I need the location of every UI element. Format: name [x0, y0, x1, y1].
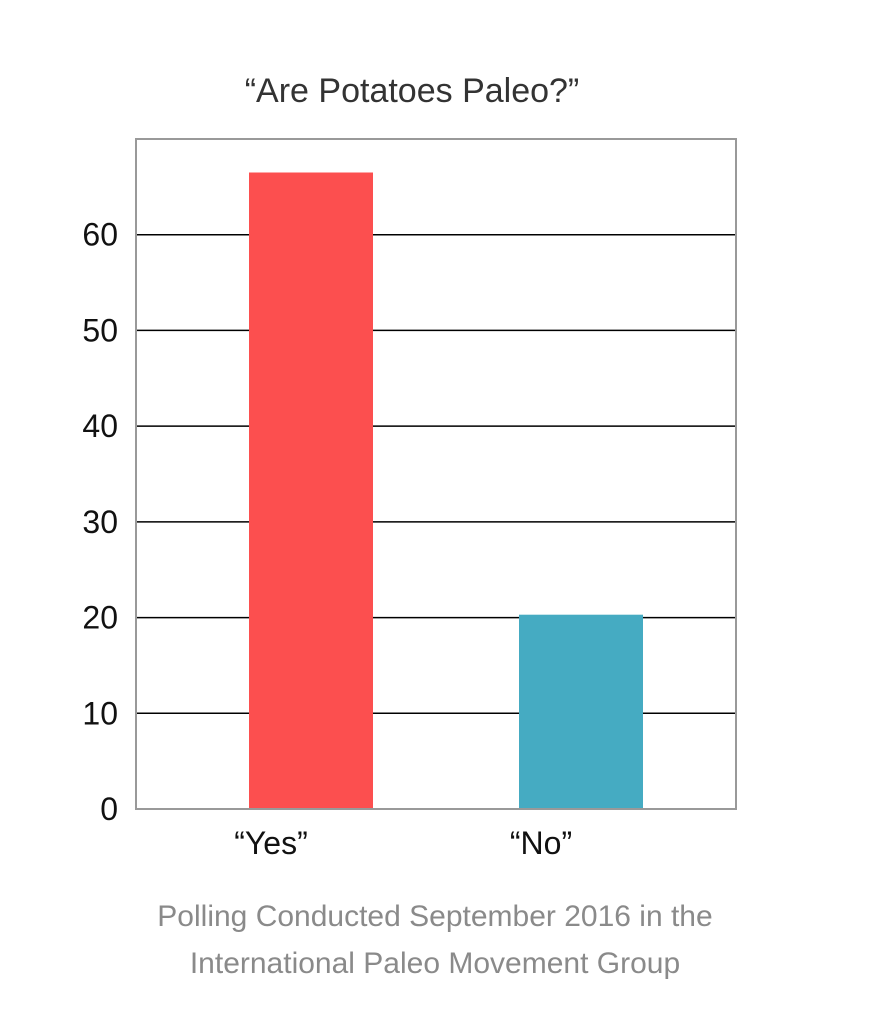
x-axis-categories: “Yes” “No” [234, 825, 572, 861]
y-tick-label: 30 [82, 504, 118, 540]
caption-line-2: International Paleo Movement Group [189, 947, 681, 980]
y-axis-ticks: 0 10 20 30 40 50 60 [82, 217, 118, 827]
chart-caption: Polling Conducted September 2016 in the … [0, 893, 870, 987]
bar-yes [249, 172, 373, 809]
caption-line-1: Polling Conducted September 2016 in the [157, 900, 713, 933]
plot-frame [135, 138, 737, 810]
y-tick-label: 40 [82, 408, 118, 444]
x-category-label: “Yes” [234, 825, 308, 861]
bars [249, 172, 643, 809]
bar-no [519, 614, 643, 809]
gridlines [136, 233, 736, 715]
y-tick-label: 20 [82, 600, 118, 636]
y-tick-label: 10 [82, 695, 118, 731]
y-tick-label: 60 [82, 217, 118, 253]
x-category-label: “No” [510, 825, 572, 861]
y-tick-label: 0 [100, 791, 118, 827]
chart-title: “Are Potatoes Paleo?” [245, 72, 580, 110]
y-tick-label: 50 [82, 312, 118, 348]
